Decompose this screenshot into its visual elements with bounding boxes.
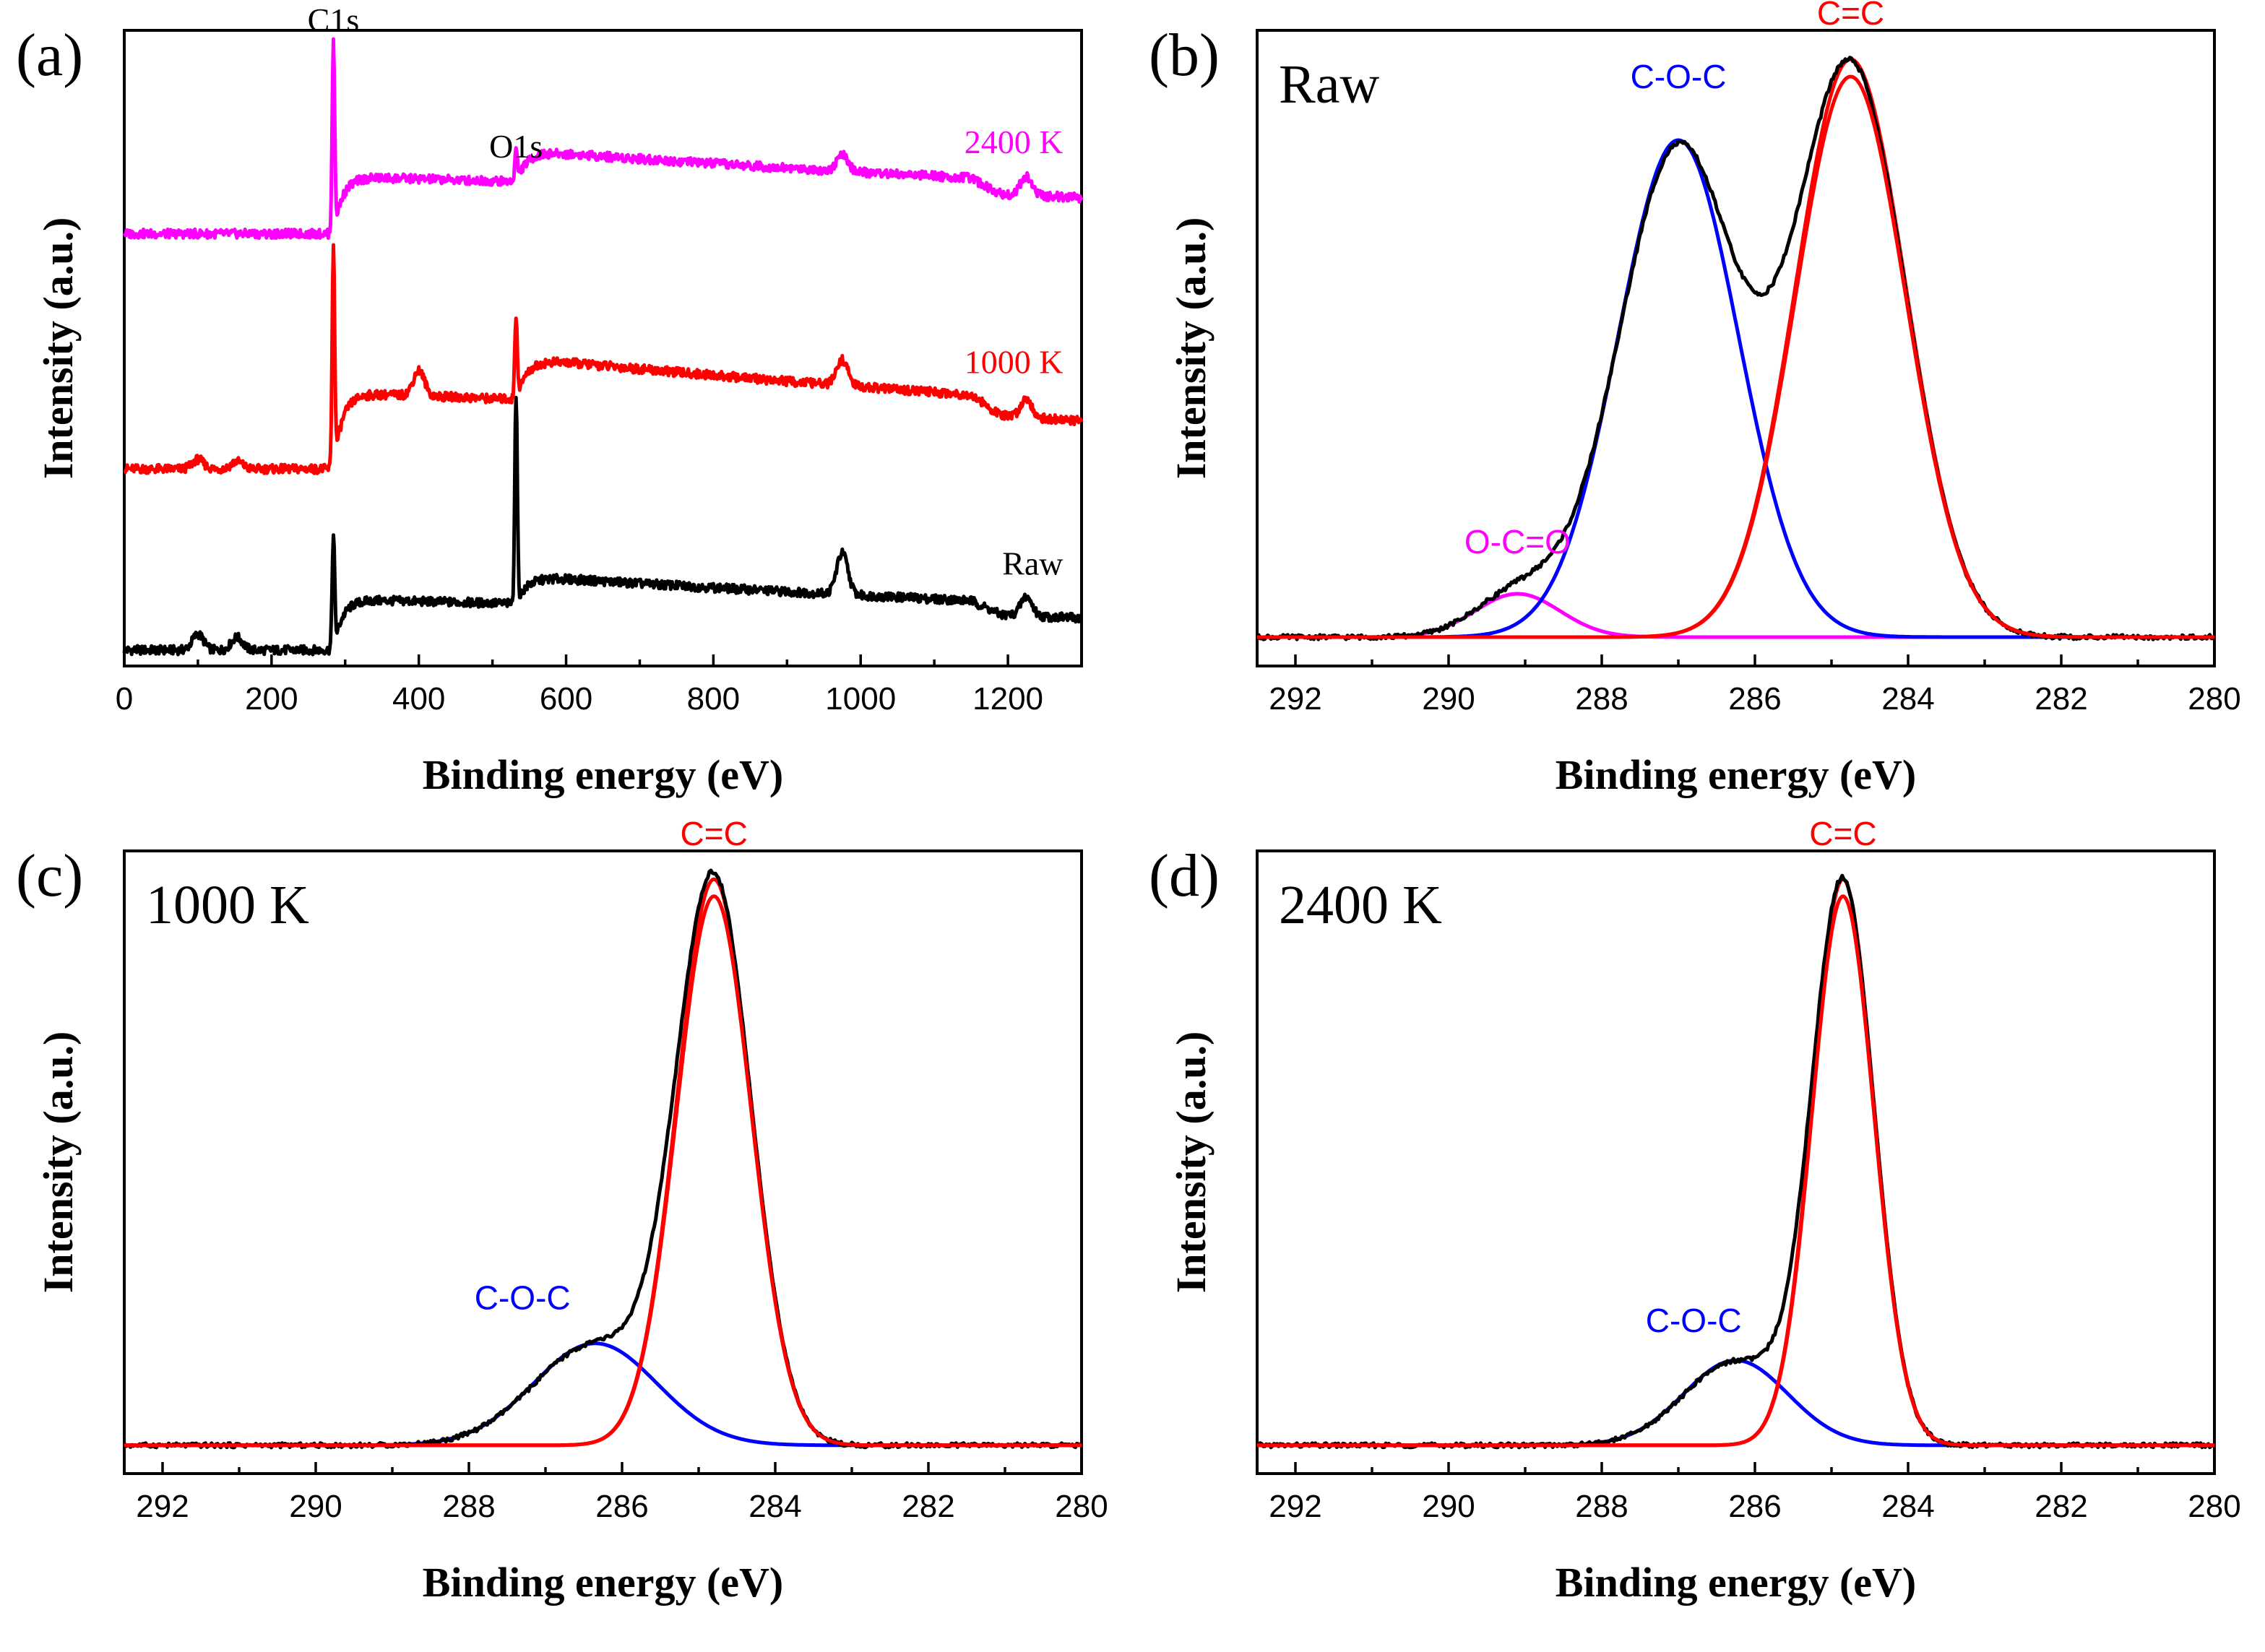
component-c-c xyxy=(1256,57,2215,639)
peak-label: O1s xyxy=(489,128,543,165)
series-label: Raw xyxy=(1002,545,1064,581)
component-label: O-C=O xyxy=(1464,523,1571,561)
x-tick-label: 288 xyxy=(1575,1489,1628,1524)
x-tick-label: 284 xyxy=(1881,1489,1934,1524)
x-tick-label: 288 xyxy=(1575,681,1628,717)
panel-title: Raw xyxy=(1279,54,1379,115)
y-axis-title: Intensity (a.u.) xyxy=(1168,1032,1215,1294)
panel-label: (b) xyxy=(1149,22,1220,89)
x-tick-label: 280 xyxy=(2188,1489,2240,1524)
x-tick-label: 290 xyxy=(1422,681,1475,717)
component-c-o-c xyxy=(124,1341,1082,1448)
panel-label: (c) xyxy=(16,842,83,909)
x-tick-label: 282 xyxy=(902,1489,954,1524)
x-tick-label: 200 xyxy=(245,681,298,717)
x-tick-label: 282 xyxy=(2035,1489,2087,1524)
measured-envelope xyxy=(122,868,1082,1450)
x-tick-label: 280 xyxy=(1055,1489,1108,1524)
panel-title: 2400 K xyxy=(1279,875,1442,935)
component-o-c-o xyxy=(1256,592,2215,639)
panel-a: 0 200 400 600 800 1000 1200 Binding energy (eV)… xyxy=(16,1,1084,798)
panel-b: 292 290 288 286 284 282 280 Binding energy (eV)… xyxy=(1149,0,2241,798)
x-tick-label: 1000 xyxy=(825,681,896,717)
panel-title: 1000 K xyxy=(146,875,309,935)
y-axis-title: Intensity (a.u.) xyxy=(35,1032,82,1294)
x-axis-title: Binding energy (eV) xyxy=(423,1559,783,1606)
panel-c: 292 290 288 286 284 282 280 Binding energy (eV)… xyxy=(16,815,1108,1606)
x-tick-label: 400 xyxy=(392,681,445,717)
x-tick-label: 292 xyxy=(1269,681,1321,717)
x-tick-label: 1200 xyxy=(972,681,1043,717)
component-label: C=C xyxy=(1809,815,1876,852)
x-tick-label: 292 xyxy=(1269,1489,1321,1524)
x-axis-title: Binding energy (eV) xyxy=(1556,1559,1916,1606)
x-tick-label: 284 xyxy=(1881,681,1934,717)
y-axis-title: Intensity (a.u.) xyxy=(1168,217,1215,480)
component-c-c-overlay xyxy=(1256,74,2215,639)
survey-trace-2400-k xyxy=(122,37,1084,241)
panel-label: (a) xyxy=(16,22,83,89)
plot-frame xyxy=(123,849,1083,1475)
x-tick-label: 292 xyxy=(136,1489,189,1524)
plot-frame xyxy=(1256,29,2216,667)
plot-frame xyxy=(1256,849,2216,1475)
survey-trace-raw xyxy=(122,395,1084,657)
component-label: C-O-C xyxy=(475,1279,571,1317)
component-label: C-O-C xyxy=(1646,1302,1742,1339)
x-tick-label: 0 xyxy=(116,681,133,717)
x-tick-label: 282 xyxy=(2035,681,2087,717)
x-tick-label: 290 xyxy=(1422,1489,1475,1524)
x-tick-label: 290 xyxy=(289,1489,342,1524)
survey-trace-1000-k xyxy=(123,243,1084,475)
x-tick-label: 600 xyxy=(540,681,592,717)
x-tick-label: 280 xyxy=(2188,681,2240,717)
x-tick-label: 286 xyxy=(1728,681,1781,717)
component-c-c-overlay xyxy=(1256,894,2215,1448)
component-label: C-O-C xyxy=(1631,58,1727,95)
x-tick-label: 284 xyxy=(748,1489,801,1524)
component-c-o-c xyxy=(1256,138,2215,639)
x-axis-title: Binding energy (eV) xyxy=(1556,751,1916,798)
y-axis-title: Intensity (a.u.) xyxy=(35,217,82,480)
component-c-o-c xyxy=(1256,1358,2215,1448)
component-c-c xyxy=(124,877,1082,1448)
x-tick-label: 286 xyxy=(1728,1489,1781,1524)
series-label: 2400 K xyxy=(965,124,1064,160)
plot-frame xyxy=(123,29,1083,667)
panel-label: (d) xyxy=(1149,842,1220,909)
x-tick-label: 800 xyxy=(687,681,740,717)
component-label: C=C xyxy=(1817,0,1884,32)
x-tick-label: 286 xyxy=(595,1489,648,1524)
measured-envelope xyxy=(1255,56,2216,641)
x-tick-label: 288 xyxy=(442,1489,495,1524)
component-label: C=C xyxy=(681,815,748,852)
series-label: 1000 K xyxy=(965,343,1064,380)
x-axis-title: Binding energy (eV) xyxy=(423,751,783,798)
panel-d: 292 290 288 286 284 282 280 Binding energy (eV)… xyxy=(1149,815,2241,1606)
measured-envelope xyxy=(1256,873,2215,1450)
peak-label: C1s xyxy=(308,1,360,38)
component-c-c-overlay xyxy=(124,894,1082,1448)
